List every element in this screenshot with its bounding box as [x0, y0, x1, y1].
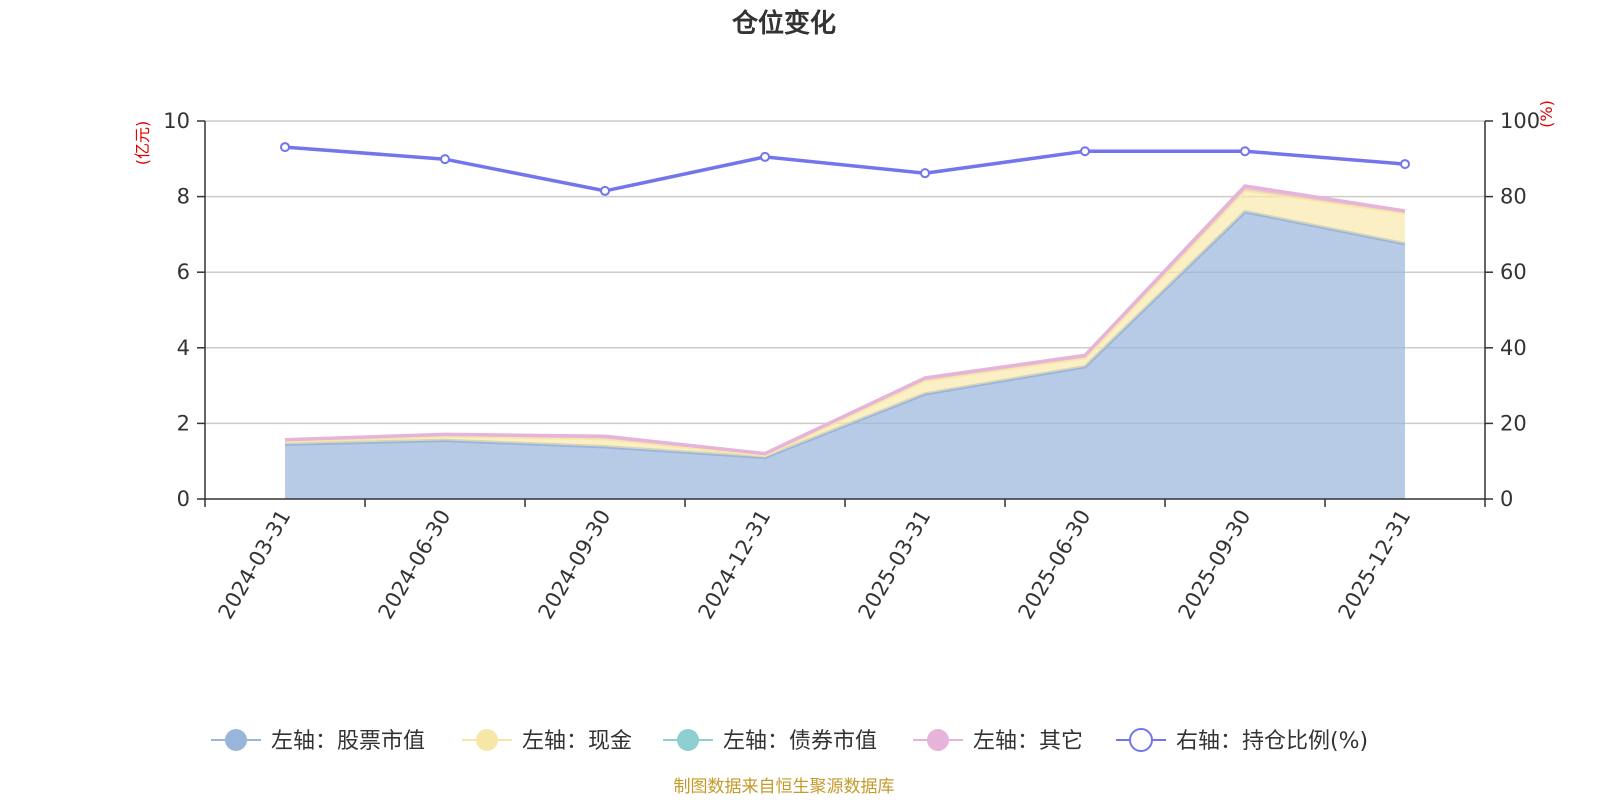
legend-label: 左轴：债券市值: [723, 729, 877, 754]
stacked-areas: [284, 184, 1406, 499]
right-axis-tick-label: 20: [1500, 411, 1527, 435]
legend-label: 右轴：持仓比例(%): [1176, 729, 1368, 754]
area-series-0: [285, 211, 1405, 499]
legend-item: 左轴：现金: [462, 729, 632, 754]
legend-marker: [927, 729, 949, 751]
legend-marker: [225, 729, 247, 751]
right-axis-tick-label: 80: [1500, 185, 1527, 209]
legend-item: 左轴：其它: [913, 729, 1083, 754]
line-point: [600, 185, 610, 196]
legend-label: 左轴：其它: [973, 729, 1083, 754]
x-axis-tick-label: 2025-06-30: [1014, 506, 1096, 624]
area-edge-series-3: [284, 184, 1406, 456]
left-axis-tick-label: 10: [163, 109, 190, 133]
x-axis-tick-label: 2024-03-31: [214, 506, 296, 624]
x-axis-tick-label: 2025-03-31: [854, 506, 936, 624]
left-axis-tick-label: 0: [177, 487, 190, 511]
legend-marker: [476, 729, 498, 751]
legend-item: 左轴：债券市值: [663, 729, 877, 754]
line-point: [920, 168, 930, 179]
legend-item: 右轴：持仓比例(%): [1116, 728, 1368, 754]
line-point: [440, 154, 450, 165]
legend: 左轴：股票市值 左轴：现金 左轴：债券市值 左轴：其它 右轴：持仓比例(%): [211, 728, 1368, 754]
legend-item: 左轴：股票市值: [211, 729, 425, 754]
x-axis-tick-label: 2024-12-31: [694, 506, 776, 624]
line-series-0: [284, 145, 1406, 193]
line-point: [1080, 146, 1090, 157]
line-point: [280, 142, 290, 153]
legend-marker: [677, 729, 699, 751]
right-axis-tick-label: 100: [1500, 109, 1540, 133]
right-axis-unit: (%): [1537, 100, 1556, 128]
right-axis-tick-label: 0: [1500, 487, 1513, 511]
legend-label: 左轴：股票市值: [271, 729, 425, 754]
line-point: [760, 151, 770, 162]
legend-label: 左轴：现金: [522, 729, 632, 754]
legend-marker: [1129, 728, 1153, 752]
x-axis-tick-label: 2025-09-30: [1174, 506, 1256, 624]
source-note: 制图数据来自恒生聚源数据库: [674, 777, 895, 797]
line-point: [1240, 146, 1250, 157]
left-axis-tick-label: 6: [177, 260, 190, 284]
right-axis-tick-label: 60: [1500, 260, 1527, 284]
chart-title: 仓位变化: [731, 8, 836, 39]
left-axis-tick-label: 4: [177, 336, 190, 360]
x-axis-tick-label: 2024-09-30: [534, 506, 616, 624]
left-axis-tick-label: 8: [177, 185, 190, 209]
left-axis-unit: (亿元): [133, 121, 152, 166]
area-series-1: [285, 189, 1405, 458]
ratio-line: [280, 142, 1410, 196]
left-axis-tick-label: 2: [177, 411, 190, 435]
x-axis-tick-label: 2025-12-31: [1334, 506, 1416, 624]
right-axis-tick-label: 40: [1500, 336, 1527, 360]
x-axis-tick-label: 2024-06-30: [374, 506, 456, 624]
line-point: [1400, 159, 1410, 170]
